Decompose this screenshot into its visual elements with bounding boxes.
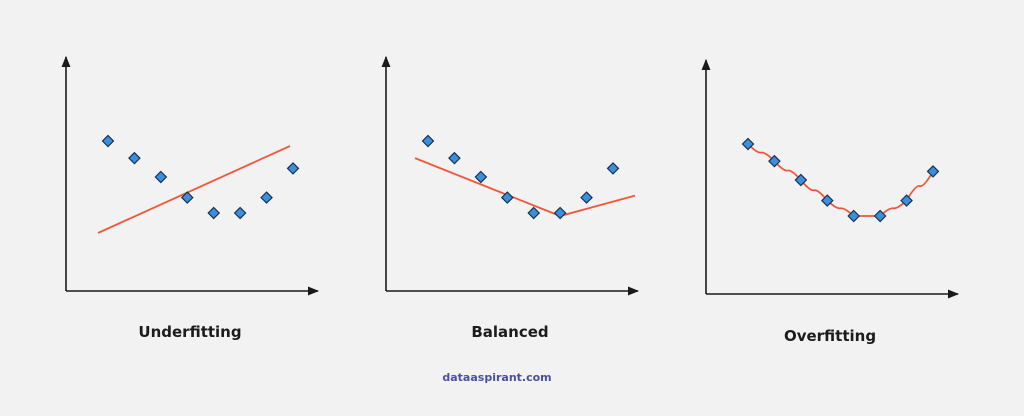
data-point-overfitting-5: [847, 209, 861, 223]
data-point-overfitting-2: [768, 154, 781, 168]
fit-line-balanced: [414, 157, 636, 217]
panel-overfitting: [701, 58, 960, 299]
data-point-underfitting-7: [260, 191, 273, 204]
data-point-overfitting-6: [873, 209, 887, 223]
data-point-balanced-4: [500, 191, 514, 204]
data-point-underfitting-8: [286, 162, 300, 175]
data-point-overfitting-3: [794, 173, 808, 187]
data-point-overfitting-8: [926, 165, 940, 178]
panel-balanced: [381, 55, 640, 296]
data-point-underfitting-5: [207, 206, 221, 220]
data-point-overfitting-1: [741, 137, 755, 151]
data-point-overfitting-4: [820, 194, 834, 207]
fit-line-overfitting: [747, 143, 934, 217]
data-point-balanced-6: [553, 206, 567, 220]
data-point-balanced-5: [527, 206, 541, 220]
data-point-balanced-7: [580, 191, 593, 204]
fit-line-underfitting: [97, 145, 291, 234]
data-point-balanced-2: [448, 151, 461, 165]
data-point-balanced-1: [421, 134, 435, 148]
footer-credit: dataaspirant.com: [442, 371, 552, 384]
panel-title-overfitting: Overfitting: [783, 327, 877, 345]
data-point-underfitting-1: [101, 134, 115, 148]
data-point-overfitting-7: [900, 194, 913, 207]
panel-title-underfitting: Underfitting: [138, 323, 242, 341]
panel-underfitting: [61, 55, 320, 296]
panel-title-balanced: Balanced: [471, 323, 549, 341]
data-point-underfitting-4: [180, 191, 194, 204]
data-point-balanced-3: [474, 170, 488, 184]
data-point-underfitting-2: [128, 151, 141, 165]
data-point-underfitting-3: [154, 170, 168, 184]
data-point-underfitting-6: [233, 206, 247, 220]
data-point-balanced-8: [606, 162, 620, 175]
